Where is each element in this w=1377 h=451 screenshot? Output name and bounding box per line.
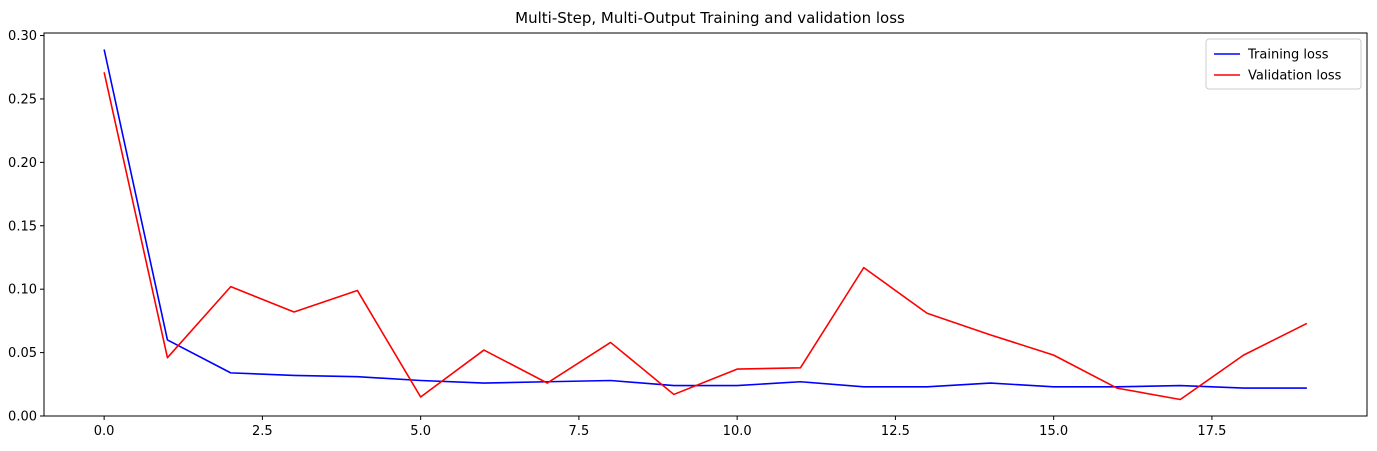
series-line-training-loss [103, 49, 1307, 389]
x-tick-label: 0.0 [94, 424, 115, 439]
chart-title: Multi-Step, Multi-Output Training and va… [515, 9, 905, 27]
legend-box [1205, 38, 1362, 90]
y-tick-label: 0.30 [8, 29, 37, 44]
x-tick-label: 15.0 [1039, 424, 1068, 439]
x-tick-label: 5.0 [410, 424, 431, 439]
legend-label: Training loss [1247, 48, 1329, 63]
y-tick-label: 0.15 [8, 219, 37, 234]
y-tick-label: 0.10 [8, 283, 37, 298]
legend-label: Validation loss [1248, 69, 1342, 84]
x-tick-label: 12.5 [881, 424, 910, 439]
x-tick-label: 2.5 [252, 424, 273, 439]
series-layer [103, 49, 1308, 401]
y-tick-label: 0.05 [8, 346, 37, 361]
x-tick-label: 10.0 [723, 424, 752, 439]
y-axis: 0.00 0.05 0.10 0.15 0.20 0.25 0.30 [8, 29, 44, 425]
x-tick-label: 17.5 [1197, 424, 1226, 439]
x-axis: 0.0 2.5 5.0 7.5 10.0 12.5 15.0 17.5 [94, 416, 1226, 439]
plot-area [43, 32, 1368, 417]
y-tick-label: 0.20 [8, 156, 37, 171]
x-tick-label: 7.5 [569, 424, 590, 439]
y-tick-label: 0.25 [8, 92, 37, 107]
legend: Training loss Validation loss [1205, 38, 1362, 90]
series-line-validation-loss [103, 72, 1308, 401]
y-tick-label: 0.00 [8, 410, 37, 425]
